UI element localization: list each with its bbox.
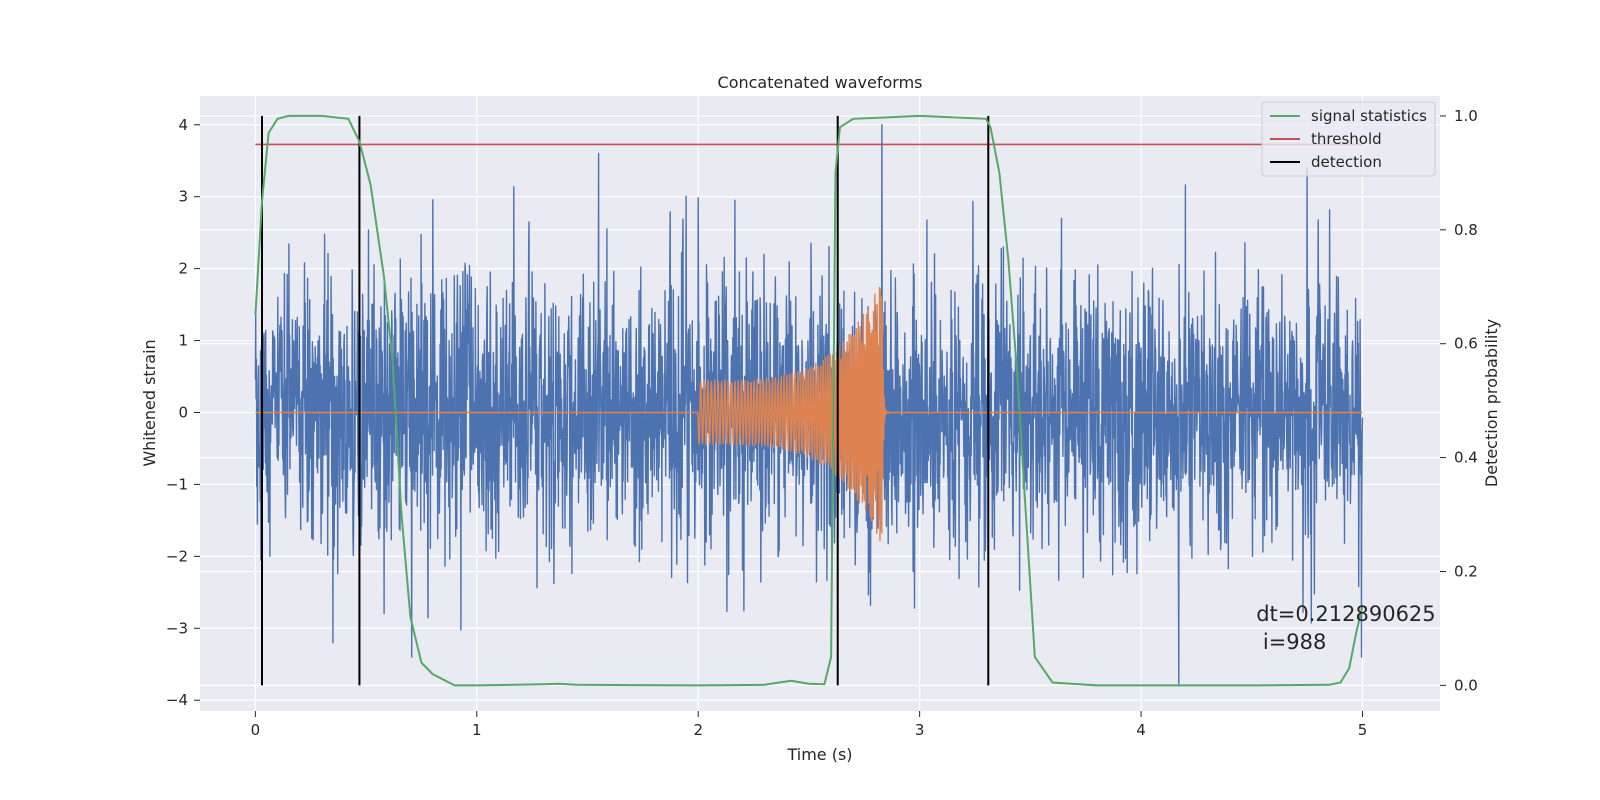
legend-label-detection: detection: [1311, 153, 1382, 171]
y-tick-label: −1: [166, 475, 188, 493]
series-layer: [254, 114, 1364, 687]
axis-ticks: 0 1 2 3 4 5 −4 −3 −2 −1 0 1 2 3 4 0.0 0.2 0.4 0.6 0.8 1.0: [166, 107, 1478, 739]
y2-tick-label: 0.8: [1454, 221, 1478, 239]
x-tick-label: 3: [915, 721, 925, 739]
injected-chirp-series: [255, 286, 1363, 542]
y-axis-label: Whitened strain: [140, 339, 159, 466]
legend: signal statistics threshold detection: [1261, 101, 1436, 177]
y-tick-label: 3: [178, 188, 188, 206]
y2-tick-label: 0.4: [1454, 449, 1478, 467]
y-tick-label: 2: [178, 260, 188, 278]
x-tick-label: 0: [251, 721, 261, 739]
y-tick-label: −4: [166, 691, 188, 709]
x-tick-label: 2: [693, 721, 703, 739]
y2-tick-label: 0.0: [1454, 676, 1478, 694]
signal-statistics-series: [254, 114, 1364, 687]
legend-label-signal-statistics: signal statistics: [1311, 107, 1427, 125]
y-tick-label: 1: [178, 332, 188, 350]
y2-tick-label: 1.0: [1454, 107, 1478, 125]
annotation-index: i=988: [1256, 630, 1326, 654]
y-tick-label: 4: [178, 116, 188, 134]
x-tick-label: 4: [1136, 721, 1146, 739]
chart-title: Concatenated waveforms: [718, 73, 923, 92]
x-axis-label: Time (s): [786, 745, 852, 764]
legend-box: [1261, 101, 1436, 177]
x-tick-label: 1: [472, 721, 482, 739]
y2-tick-label: 0.6: [1454, 335, 1478, 353]
y2-axis-label: Detection probability: [1482, 319, 1501, 487]
y-tick-label: −3: [166, 619, 188, 637]
x-tick-label: 5: [1358, 721, 1368, 739]
y-tick-label: −2: [166, 547, 188, 565]
legend-label-threshold: threshold: [1311, 130, 1382, 148]
y-tick-label: 0: [178, 403, 188, 421]
annotation-dt: dt=0.212890625: [1256, 602, 1435, 626]
y2-tick-label: 0.2: [1454, 562, 1478, 580]
